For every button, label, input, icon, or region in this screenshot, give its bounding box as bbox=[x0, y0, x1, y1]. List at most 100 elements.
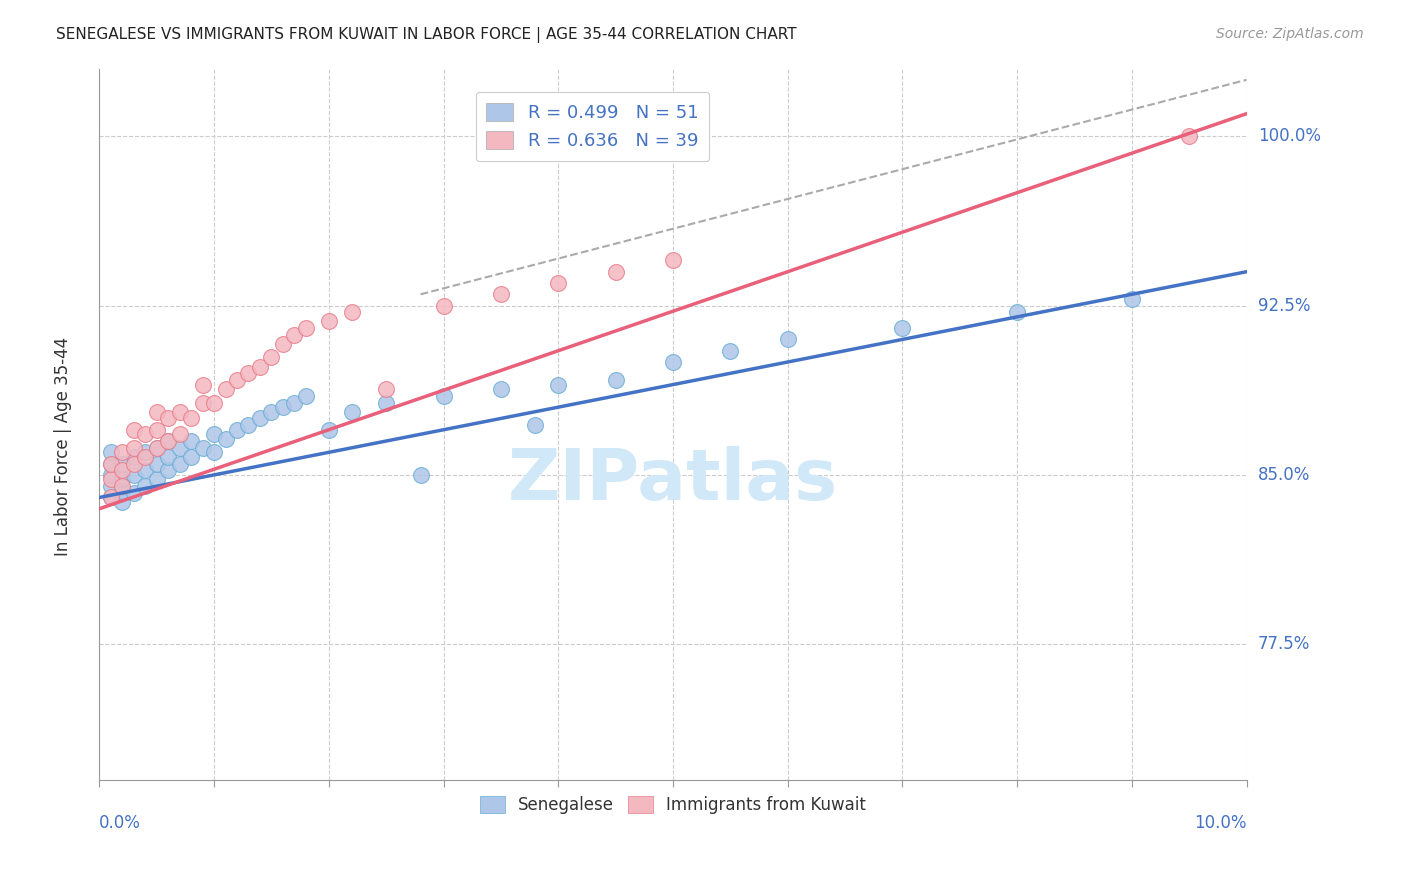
Legend: Senegalese, Immigrants from Kuwait: Senegalese, Immigrants from Kuwait bbox=[474, 789, 873, 822]
Point bbox=[145, 441, 167, 455]
Point bbox=[100, 491, 122, 505]
Point bbox=[100, 457, 122, 471]
Text: In Labor Force | Age 35-44: In Labor Force | Age 35-44 bbox=[55, 336, 72, 556]
Point bbox=[318, 314, 340, 328]
Point bbox=[122, 423, 145, 437]
Point bbox=[547, 377, 569, 392]
Point bbox=[238, 418, 260, 433]
Point bbox=[662, 355, 685, 369]
Point bbox=[202, 427, 225, 442]
Point bbox=[145, 472, 167, 486]
Point bbox=[375, 382, 398, 396]
Point bbox=[100, 479, 122, 493]
Point bbox=[191, 395, 214, 409]
Point bbox=[340, 405, 363, 419]
Point bbox=[122, 450, 145, 464]
Point bbox=[100, 445, 122, 459]
Point bbox=[662, 253, 685, 268]
Point bbox=[432, 299, 454, 313]
Point bbox=[340, 305, 363, 319]
Point bbox=[157, 450, 180, 464]
Point bbox=[134, 479, 156, 493]
Point bbox=[271, 400, 294, 414]
Point bbox=[271, 337, 294, 351]
Text: 0.0%: 0.0% bbox=[100, 814, 141, 832]
Point bbox=[432, 389, 454, 403]
Text: 100.0%: 100.0% bbox=[1258, 128, 1320, 145]
Text: 92.5%: 92.5% bbox=[1258, 296, 1310, 315]
Point bbox=[1121, 292, 1143, 306]
Point bbox=[145, 405, 167, 419]
Point bbox=[489, 287, 512, 301]
Text: Source: ZipAtlas.com: Source: ZipAtlas.com bbox=[1216, 27, 1364, 41]
Point bbox=[260, 405, 283, 419]
Point bbox=[145, 457, 167, 471]
Text: 10.0%: 10.0% bbox=[1194, 814, 1247, 832]
Point bbox=[157, 411, 180, 425]
Point bbox=[100, 467, 122, 482]
Point bbox=[524, 418, 547, 433]
Point bbox=[180, 450, 202, 464]
Point bbox=[191, 441, 214, 455]
Text: SENEGALESE VS IMMIGRANTS FROM KUWAIT IN LABOR FORCE | AGE 35-44 CORRELATION CHAR: SENEGALESE VS IMMIGRANTS FROM KUWAIT IN … bbox=[56, 27, 797, 43]
Point bbox=[238, 366, 260, 380]
Point bbox=[1178, 129, 1201, 144]
Point bbox=[111, 483, 134, 498]
Point bbox=[134, 445, 156, 459]
Point bbox=[214, 382, 236, 396]
Point bbox=[145, 423, 167, 437]
Point bbox=[605, 373, 627, 387]
Point bbox=[605, 265, 627, 279]
Point bbox=[295, 389, 318, 403]
Point bbox=[489, 382, 512, 396]
Point bbox=[122, 457, 145, 471]
Point bbox=[295, 321, 318, 335]
Point bbox=[180, 411, 202, 425]
Point bbox=[260, 351, 283, 365]
Point bbox=[169, 457, 191, 471]
Point bbox=[157, 434, 180, 448]
Text: 77.5%: 77.5% bbox=[1258, 635, 1310, 653]
Point bbox=[249, 359, 271, 374]
Point bbox=[100, 457, 122, 471]
Point bbox=[157, 434, 180, 448]
Point bbox=[100, 472, 122, 486]
Point bbox=[891, 321, 914, 335]
Point bbox=[145, 441, 167, 455]
Point bbox=[100, 491, 122, 505]
Point bbox=[111, 479, 134, 493]
Point bbox=[776, 333, 799, 347]
Point bbox=[226, 373, 249, 387]
Point bbox=[169, 441, 191, 455]
Point bbox=[214, 432, 236, 446]
Point bbox=[1005, 305, 1028, 319]
Point bbox=[409, 467, 432, 482]
Point bbox=[169, 405, 191, 419]
Point bbox=[318, 423, 340, 437]
Point bbox=[547, 276, 569, 290]
Point bbox=[375, 395, 398, 409]
Point bbox=[180, 434, 202, 448]
Text: ZIPatlas: ZIPatlas bbox=[508, 447, 838, 516]
Point bbox=[134, 450, 156, 464]
Point bbox=[283, 327, 305, 342]
Point bbox=[111, 463, 134, 477]
Point bbox=[122, 441, 145, 455]
Point bbox=[134, 427, 156, 442]
Point bbox=[718, 343, 741, 358]
Point bbox=[202, 395, 225, 409]
Point bbox=[157, 463, 180, 477]
Point bbox=[202, 445, 225, 459]
Point bbox=[191, 377, 214, 392]
Point bbox=[111, 472, 134, 486]
Point bbox=[169, 427, 191, 442]
Point bbox=[111, 457, 134, 471]
Point bbox=[134, 463, 156, 477]
Point bbox=[111, 495, 134, 509]
Text: 85.0%: 85.0% bbox=[1258, 466, 1310, 483]
Point bbox=[226, 423, 249, 437]
Point bbox=[111, 445, 134, 459]
Point bbox=[249, 411, 271, 425]
Point bbox=[122, 467, 145, 482]
Point bbox=[283, 395, 305, 409]
